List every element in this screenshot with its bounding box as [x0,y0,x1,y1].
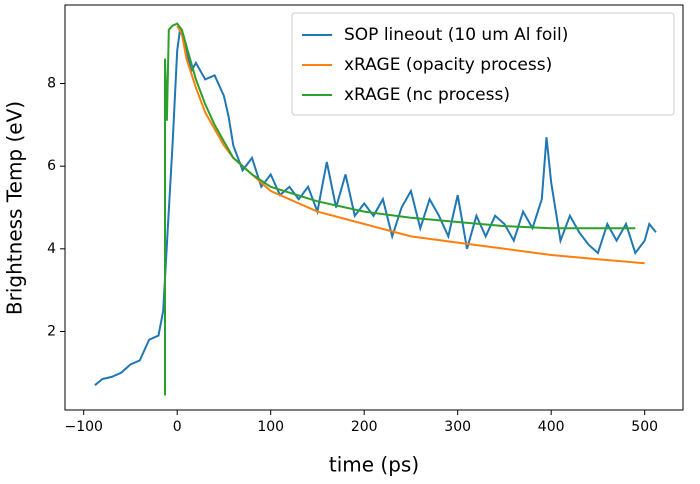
x-tick-label: 400 [538,419,565,435]
x-tick-label: 200 [351,419,378,435]
y-tick-label: 8 [47,76,56,92]
y-axis-label: Brightness Temp (eV) [3,101,27,315]
x-tick-label: 100 [257,419,284,435]
x-tick-label: 0 [173,419,182,435]
legend-box [291,12,675,116]
x-tick-label: 300 [444,419,471,435]
series-line [176,25,645,265]
y-tick-label: 4 [47,241,56,257]
y-tick-label: 6 [47,158,56,174]
series-line [164,22,636,396]
x-tick-label: −100 [64,419,102,435]
x-axis-label: time (ps) [329,453,419,477]
x-tick-label: 500 [631,419,658,435]
y-tick-label: 2 [47,323,56,339]
legend-label: SOP lineout (10 um Al foil) [344,25,568,45]
legend-label: xRAGE (opacity process) [344,55,552,75]
legend-label: xRAGE (nc process) [344,85,510,105]
plot-frame [64,4,684,411]
